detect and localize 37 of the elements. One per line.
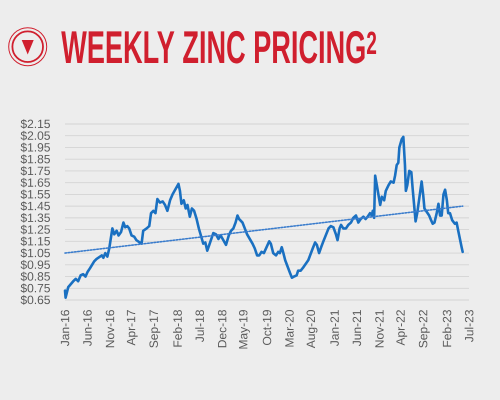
x-tick-label: Jul-18: [195, 310, 204, 342]
x-tick-label: Jan-21: [330, 310, 339, 346]
y-tick-label: $2.05: [20, 130, 50, 141]
y-tick-label: $1.35: [20, 213, 50, 223]
y-tick-label: $1.65: [20, 178, 50, 188]
y-tick-label: $1.75: [20, 166, 50, 176]
y-tick-label: $2.15: [20, 119, 50, 129]
x-tick-label: Nov-21: [375, 310, 384, 348]
x-tick-label: Nov-16: [106, 310, 114, 348]
chart-title: WEEKLY ZINC PRICING$^{2}$: [61, 30, 376, 64]
x-tick-label: Apr-22: [396, 310, 408, 346]
x-tick-label: May-19: [238, 310, 250, 349]
line-series: [64, 136, 464, 299]
y-tick-label: $0.95: [20, 260, 50, 270]
x-tick-label: Mar-20: [285, 310, 294, 347]
y-tick-label: $1.55: [20, 190, 50, 200]
y-tick-label: $1.05: [20, 248, 50, 258]
x-tick-label: Apr-17: [126, 310, 138, 346]
x-tick-label: Aug-20: [306, 310, 318, 348]
x-tick-label: Feb-23: [442, 310, 452, 347]
y-tick-label: $1.15: [20, 236, 50, 246]
y-tick-label: $0.85: [20, 272, 50, 282]
y-tick-label: $0.75: [20, 283, 50, 294]
y-tick-label: $0.65: [20, 295, 50, 305]
y-tick-label: $1.85: [20, 154, 50, 164]
x-tick-label: Sep-17: [149, 310, 160, 348]
x-tick-label: Jan-16: [60, 310, 70, 346]
x-tick-label: Jun-16: [83, 310, 92, 346]
x-tick-label: Dec-18: [218, 310, 226, 348]
y-tick-label: $1.25: [20, 224, 50, 234]
x-tick-label: Feb-18: [173, 310, 182, 347]
x-tick-label: Sep-22: [418, 310, 430, 348]
x-tick-label: Jun-21: [352, 310, 362, 346]
x-tick-label: Jul-23: [464, 310, 474, 342]
y-tick-label: $1.45: [20, 201, 50, 211]
x-tick-label: Oct-19: [262, 310, 272, 345]
y-tick-label: $1.95: [20, 142, 50, 152]
